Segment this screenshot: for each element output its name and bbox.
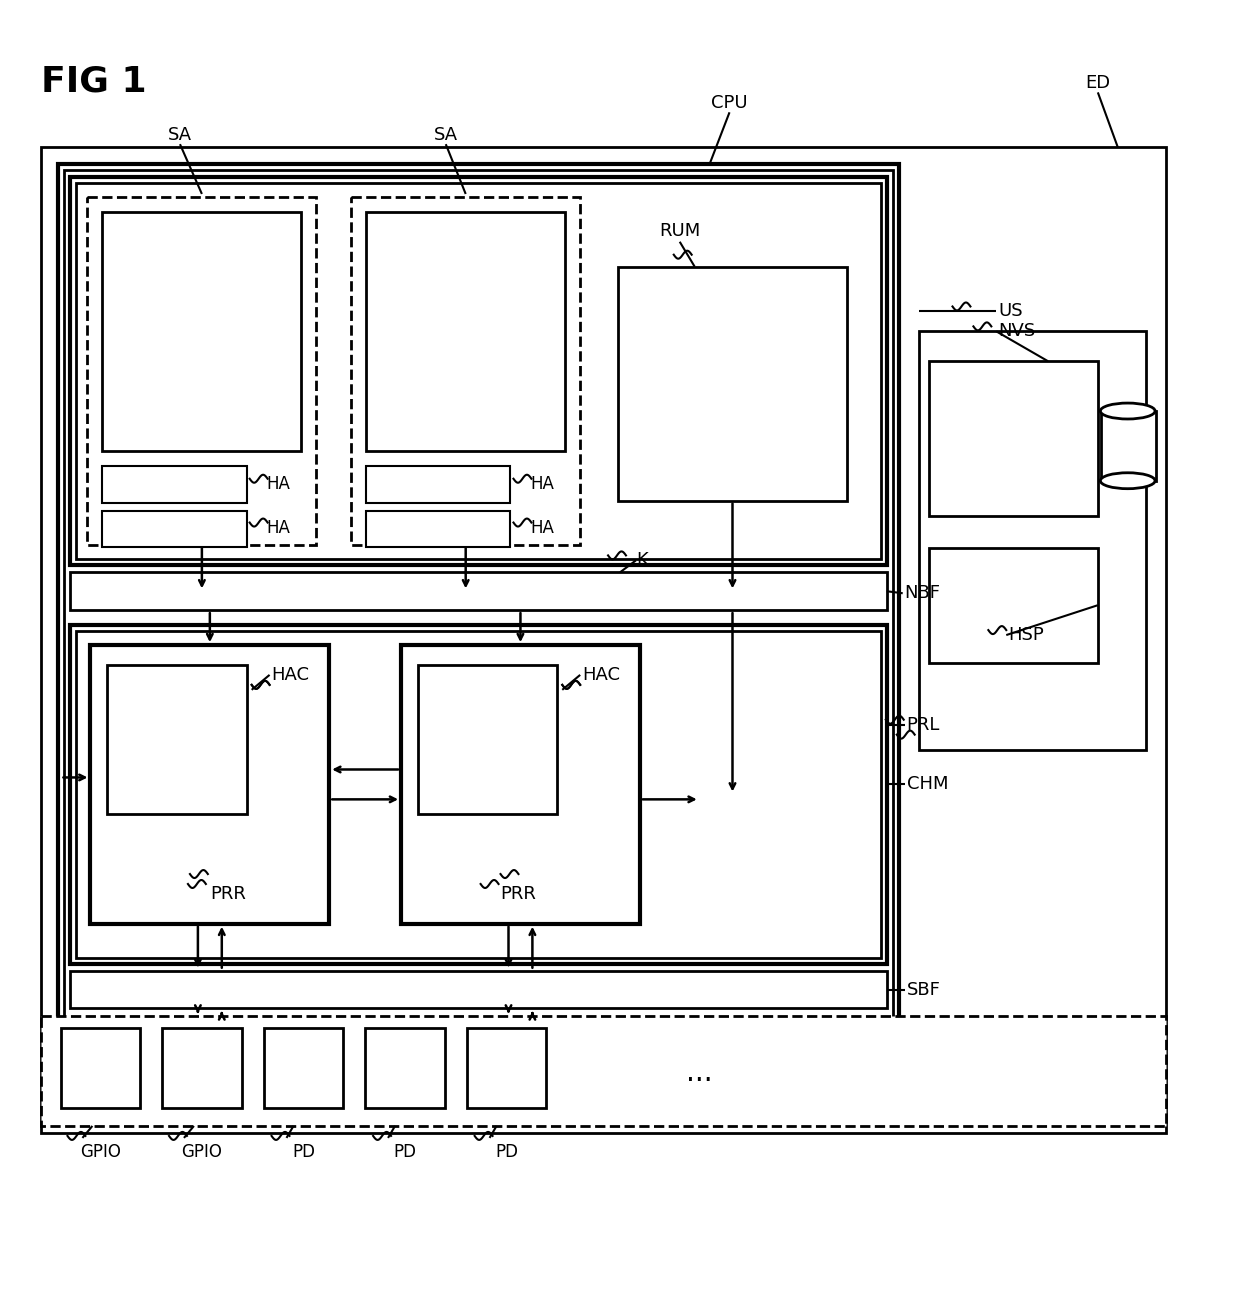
Text: K: K: [636, 552, 647, 570]
Bar: [264, 1028, 343, 1108]
Bar: [71, 572, 887, 610]
Bar: [71, 971, 887, 1008]
Text: NBF: NBF: [905, 584, 941, 602]
Bar: [41, 147, 1166, 1133]
Bar: [366, 466, 511, 502]
Bar: [366, 510, 511, 548]
Bar: [57, 164, 899, 1120]
Text: HAC: HAC: [582, 666, 620, 684]
Bar: [71, 624, 887, 964]
Bar: [77, 631, 880, 958]
Text: HA: HA: [267, 475, 290, 493]
Text: PRR: PRR: [210, 885, 246, 903]
Bar: [929, 362, 1097, 515]
Bar: [108, 665, 247, 814]
Bar: [103, 466, 247, 502]
Text: PRR: PRR: [501, 885, 537, 903]
Bar: [365, 1028, 445, 1108]
Ellipse shape: [1100, 403, 1156, 419]
Text: HA: HA: [267, 519, 290, 536]
Bar: [63, 170, 893, 1114]
Bar: [91, 645, 330, 924]
Text: ...: ...: [686, 1059, 713, 1088]
Text: HAC: HAC: [272, 666, 310, 684]
Text: GPIO: GPIO: [181, 1142, 222, 1160]
Text: PD: PD: [495, 1142, 518, 1160]
Ellipse shape: [1100, 472, 1156, 489]
Bar: [351, 196, 580, 545]
Text: FIG 1: FIG 1: [41, 65, 146, 99]
Bar: [41, 1016, 1166, 1125]
Bar: [366, 212, 565, 451]
Bar: [103, 510, 247, 548]
Text: ED: ED: [1085, 74, 1110, 92]
Text: HSP: HSP: [1008, 626, 1044, 644]
Bar: [401, 645, 640, 924]
Bar: [61, 1028, 140, 1108]
Text: GPIO: GPIO: [79, 1142, 120, 1160]
Text: HA: HA: [531, 475, 554, 493]
Bar: [466, 1028, 547, 1108]
Bar: [71, 177, 887, 566]
Text: SA: SA: [167, 126, 192, 144]
Text: PD: PD: [393, 1142, 417, 1160]
Text: SBF: SBF: [906, 981, 941, 999]
Text: SA: SA: [434, 126, 458, 144]
Text: CPU: CPU: [712, 94, 748, 112]
Bar: [103, 212, 301, 451]
Bar: [919, 332, 1146, 749]
Bar: [929, 549, 1097, 664]
Bar: [87, 196, 316, 545]
Bar: [162, 1028, 242, 1108]
Bar: [618, 267, 847, 501]
Text: RUM: RUM: [660, 221, 701, 239]
Text: PRL: PRL: [906, 716, 940, 734]
Text: NVS: NVS: [998, 323, 1035, 341]
Text: PD: PD: [291, 1142, 315, 1160]
Text: US: US: [998, 302, 1023, 320]
Bar: [418, 665, 557, 814]
Text: HA: HA: [531, 519, 554, 536]
Text: CHM: CHM: [906, 775, 949, 794]
Bar: [77, 183, 880, 559]
Bar: [1101, 411, 1156, 481]
